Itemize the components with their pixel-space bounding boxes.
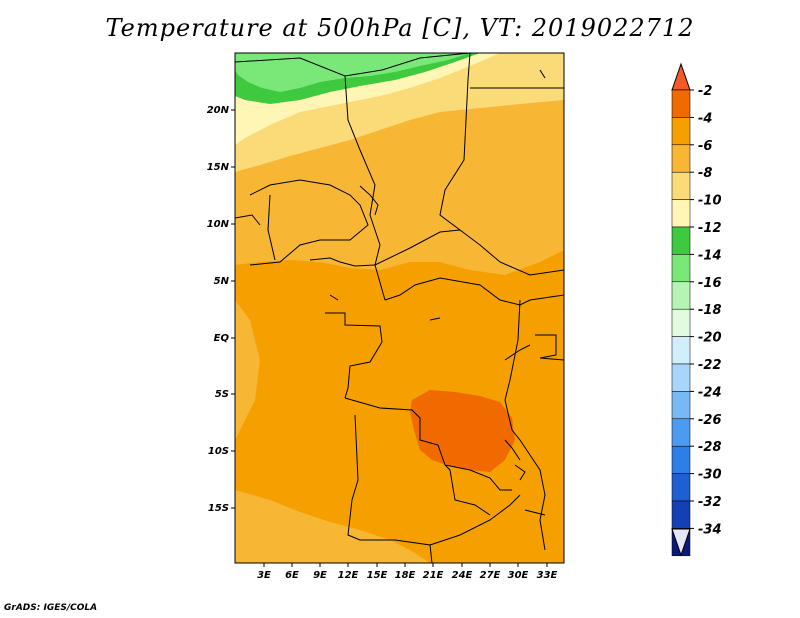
colorbar-box [671, 418, 691, 447]
lat-label: 10S [208, 446, 229, 457]
colorbar-label: -6 [698, 139, 712, 154]
colorbar-box [671, 199, 691, 228]
patch-cool-2 [440, 226, 485, 258]
lat-label: 5S [215, 389, 229, 400]
lat-label: 10N [207, 219, 230, 230]
colorbar-labels: -2 -4 -6 -8 -10 -12 -14 -16 -18 -20 -22 -24 -26 -28 -3… [690, 84, 722, 537]
colorbar-label: -20 [698, 331, 722, 346]
colorbar-label: -14 [698, 248, 722, 263]
colorbar-box [671, 308, 691, 337]
lon-label: 6E [285, 570, 299, 581]
temperature-field [235, 53, 564, 563]
colorbar-label: -18 [698, 303, 722, 318]
colorbar-top-arrow [671, 62, 691, 91]
map-frame [234, 52, 565, 564]
colorbar-label: -12 [698, 221, 722, 236]
lat-label: 15N [207, 162, 230, 173]
colorbar-label: -28 [698, 440, 722, 455]
colorbar-label: -4 [698, 111, 712, 126]
lat-label: EQ [214, 333, 230, 344]
colorbar-label: -2 [698, 84, 712, 99]
credit-text: GrADS: IGES/COLA [4, 603, 98, 613]
lon-label: 15E [367, 570, 388, 581]
lon-label: 3E [257, 570, 271, 581]
country-borders [235, 53, 564, 563]
lon-label: 30E [508, 570, 529, 581]
colorbar-box [671, 336, 691, 365]
colorbar-box [671, 144, 691, 173]
colorbar-label: -34 [698, 522, 722, 537]
lat-label: 20N [207, 105, 230, 116]
band-minus4-minus2 [410, 390, 515, 472]
colorbar-box [671, 226, 691, 255]
lon-label: 21E [423, 570, 444, 581]
colorbar-box [671, 171, 691, 200]
colorbar-bottom-arrow [671, 528, 691, 557]
colorbar-label: -16 [698, 276, 722, 291]
colorbar-box [671, 363, 691, 392]
lon-label: 9E [313, 570, 327, 581]
lon-label: 12E [338, 570, 359, 581]
colorbar-label: -8 [698, 166, 712, 181]
colorbar-label: -32 [698, 495, 722, 510]
colorbar-label: -22 [698, 358, 722, 373]
colorbar-box [671, 117, 691, 146]
lon-label: 27E [480, 570, 501, 581]
colorbar-box [671, 391, 691, 420]
colorbar-label: -10 [698, 194, 722, 209]
colorbar: -2 -4 -6 -8 -10 -12 -14 -16 -18 -20 -22 -24 -26 -28 -3… [671, 62, 722, 557]
band-minus8-minus6-sw [235, 490, 430, 563]
colorbar-label: -30 [698, 468, 722, 483]
lon-label: 18E [395, 570, 416, 581]
latitude-axis: 20N 15N 10N 5N EQ 5S 10S 15S [207, 105, 235, 514]
colorbar-box [671, 473, 691, 502]
patch-cool-1 [295, 180, 345, 220]
colorbar-label: -24 [698, 385, 722, 400]
colorbar-label: -26 [698, 413, 722, 428]
colorbar-box [671, 254, 691, 283]
lat-label: 5N [214, 276, 230, 287]
lon-label: 33E [537, 570, 558, 581]
colorbar-box [671, 281, 691, 310]
colorbar-boxes [671, 89, 691, 557]
longitude-axis: 3E 6E 9E 12E 15E 18E 21E 24E 27E 30E 33E [257, 563, 558, 581]
colorbar-box [671, 500, 691, 529]
colorbar-box [671, 445, 691, 474]
lat-label: 15S [208, 503, 229, 514]
lon-label: 24E [452, 570, 473, 581]
chart-title: Temperature at 500hPa [C], VT: 201902271… [105, 14, 695, 42]
colorbar-box [671, 89, 691, 118]
band-minus8-minus6-west [235, 300, 260, 440]
band-minus16-minus14 [235, 53, 470, 92]
